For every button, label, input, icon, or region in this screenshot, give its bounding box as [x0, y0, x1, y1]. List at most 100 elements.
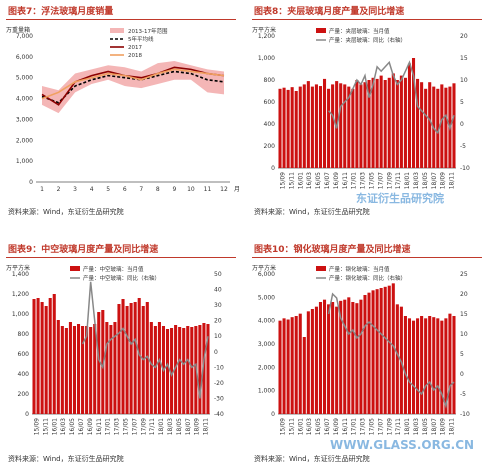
x-tick-label: 16/01 — [297, 418, 304, 435]
bar — [343, 299, 347, 414]
y-tick-label: 0 — [29, 179, 33, 186]
bar — [157, 322, 161, 414]
legend-label: 2017 — [128, 45, 142, 51]
legend-label: 产量：中空玻璃：当月值 — [83, 265, 144, 273]
legend-label: 产量：钢化玻璃：当月值 — [329, 265, 390, 273]
bar — [278, 88, 282, 168]
bar — [178, 327, 182, 414]
x-tick-label: 5 — [106, 186, 110, 193]
bar — [322, 78, 327, 168]
y-tick-label-right: 0 — [214, 349, 218, 356]
x-tick-label: 18/07 — [431, 172, 438, 189]
x-tick-label: 17/01 — [105, 418, 112, 435]
y-tick-label-left: 600 — [18, 351, 30, 358]
bar — [363, 295, 367, 414]
panel-insulating-glass: 图表9：中空玻璃月度产量及同比增速 万平方米 0 200 400 600 800 1,000… — [2, 240, 240, 464]
bar — [399, 75, 403, 168]
y-tick-label-right: -5 — [460, 391, 466, 398]
y-tick-label: 4,000 — [16, 96, 33, 103]
y-tick-label-right: 0 — [460, 121, 464, 128]
bar — [371, 290, 375, 414]
title-underline — [6, 19, 236, 20]
title-underline — [6, 257, 236, 258]
y-tick-label-left: 200 — [18, 391, 30, 398]
bar — [452, 316, 456, 414]
x-tick-label: 4 — [90, 186, 94, 193]
x-tick-label: 17/05 — [122, 418, 129, 435]
y-tick-label-right: 20 — [460, 291, 468, 298]
bar — [314, 306, 318, 414]
bar — [343, 84, 347, 168]
bar — [133, 302, 137, 414]
range-band — [42, 61, 224, 114]
y-tick-label-left: 0 — [271, 411, 275, 418]
bar — [310, 309, 314, 414]
y-tick-label-right: 15 — [460, 55, 468, 62]
bar — [322, 299, 327, 414]
y-tick-label-right: 50 — [214, 271, 222, 278]
bar — [363, 82, 367, 168]
bar — [89, 327, 93, 414]
bar — [60, 326, 64, 414]
x-tick-label: 15/11 — [288, 418, 295, 435]
y-tick-label-left: 2,000 — [258, 364, 275, 371]
bar — [327, 88, 331, 168]
bar — [306, 81, 310, 168]
y-tick-label-left: 0 — [25, 411, 29, 418]
bar — [387, 77, 391, 168]
chart-tempered-glass: 万平方米 0 1,000 2,000 3,000 4,000 5,000 6,000 -10 -5… — [252, 264, 470, 435]
x-tick-label: 18/03 — [413, 172, 420, 189]
bar — [72, 326, 77, 414]
x-tick-label: 16/07 — [324, 172, 331, 189]
x-tick-label: 16/05 — [315, 418, 322, 435]
bar — [355, 80, 359, 168]
bar — [36, 298, 40, 414]
bar — [286, 319, 290, 414]
y-tick-label-right: -10 — [460, 411, 470, 418]
x-tick-label: 15/11 — [42, 418, 49, 435]
yoy-line — [328, 60, 455, 135]
chart-source: 资料来源：Wind，东证衍生品研究院 — [8, 455, 124, 463]
chart-title: 图表9：中空玻璃月度产量及同比增速 — [8, 245, 159, 255]
yoy-line — [327, 292, 455, 409]
x-tick-label: 11 — [204, 186, 212, 193]
bar — [298, 86, 302, 168]
bar — [391, 73, 395, 168]
bar — [351, 88, 355, 168]
x-tick-label: 15/11 — [288, 172, 295, 189]
x-tick-label: 17/11 — [395, 172, 402, 189]
bar — [286, 89, 290, 168]
bar — [379, 288, 383, 414]
chart-laminated-glass: 万平方米 0 200 400 600 800 1,000 1,200 -10 -5 0 5 10 15 20… — [252, 26, 470, 189]
bar — [347, 297, 351, 414]
x-tick-label: 7 — [139, 186, 143, 193]
y-tick-label: 2,000 — [16, 137, 33, 144]
x-tick-label: 17/03 — [360, 418, 367, 435]
legend-swatch — [316, 28, 326, 33]
title-underline — [252, 19, 482, 20]
y-tick-label-left: 800 — [18, 331, 30, 338]
y-tick-label-right: -40 — [214, 411, 224, 418]
x-tick-label: 16/03 — [306, 172, 313, 189]
bar — [375, 289, 379, 414]
bar — [174, 325, 178, 414]
y-tick-label-right: 40 — [214, 287, 222, 294]
legend-label: 5年平均线 — [128, 35, 154, 43]
y-tick-label-right: -10 — [214, 364, 224, 371]
y-tick-label-left: 1,000 — [258, 55, 275, 62]
bar — [318, 302, 323, 414]
bar — [371, 77, 375, 168]
bar — [182, 328, 186, 414]
bar — [399, 306, 403, 414]
y-tick-label: 6,000 — [16, 54, 33, 61]
bar — [379, 75, 383, 168]
panel-tempered-glass: 图表10：钢化玻璃月度产量及同比增速 万平方米 0 1,000 2,000 3,000 4… — [248, 240, 486, 464]
x-tick-label: 16/01 — [297, 172, 304, 189]
x-tick-label: 17/05 — [368, 418, 375, 435]
series-line — [41, 66, 225, 106]
bar — [294, 91, 298, 168]
x-tick-label: 17/05 — [368, 172, 375, 189]
bar — [290, 87, 294, 168]
y-tick-label-right: -10 — [460, 165, 470, 172]
x-tick-label: 9 — [172, 186, 176, 193]
